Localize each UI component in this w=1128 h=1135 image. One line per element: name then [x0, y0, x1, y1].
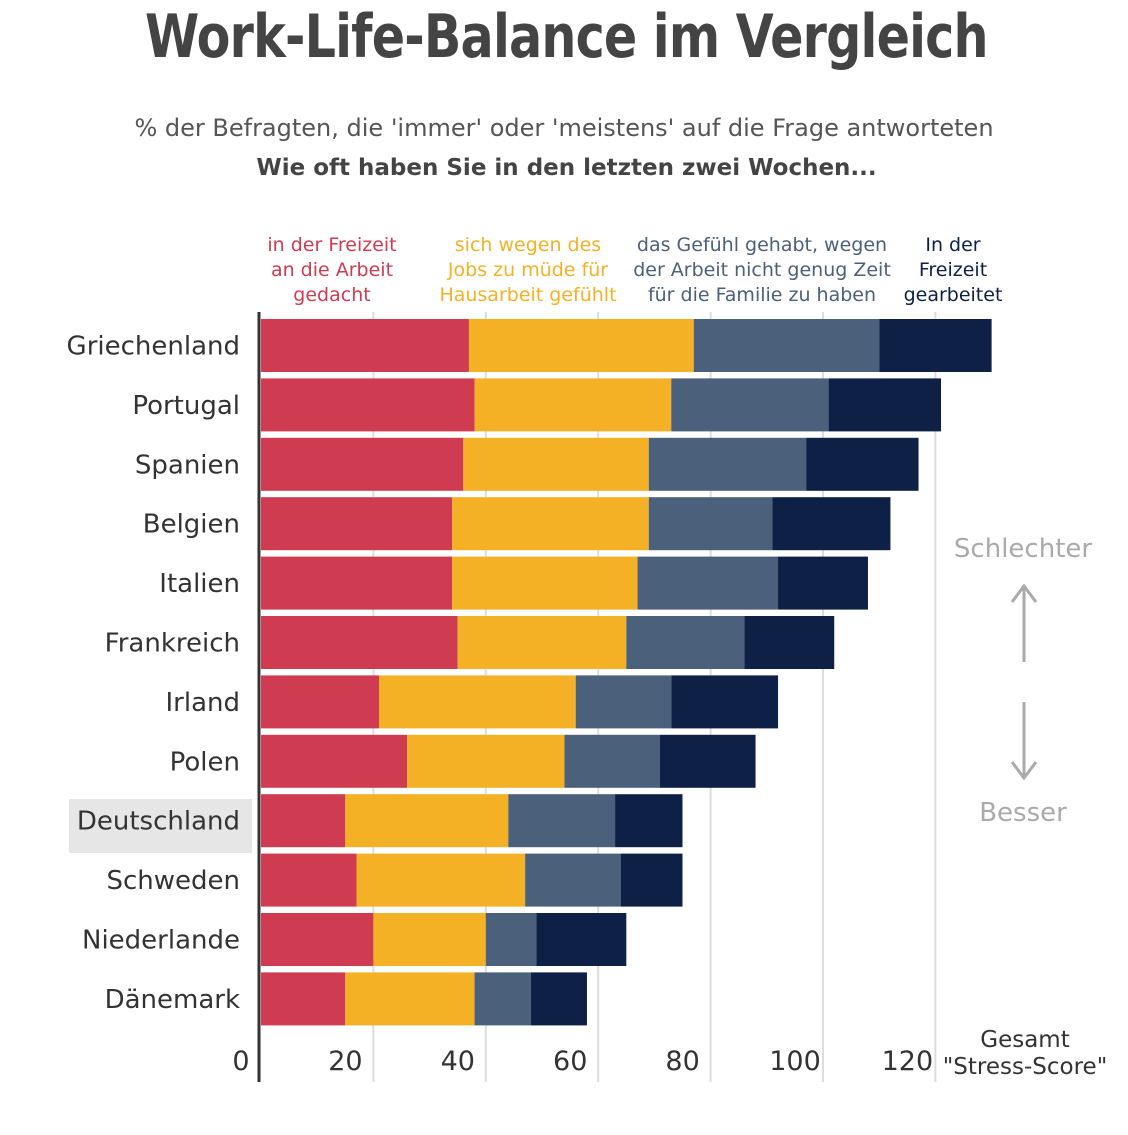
- bar-segment: [261, 319, 469, 372]
- bar-segment: [536, 913, 627, 966]
- legend-item-thought-about-work: in der Freizeit an die Arbeit gedacht: [247, 233, 417, 308]
- category-label: Niederlande: [82, 926, 240, 956]
- bar-segment: [626, 616, 745, 669]
- bar-segment: [261, 556, 453, 610]
- bar-segment: [778, 556, 868, 610]
- bar-segment: [261, 497, 453, 551]
- worse-label: Schlechter: [953, 534, 1093, 564]
- legend-line: Jobs zu müde für: [447, 259, 609, 281]
- bar-segment: [345, 972, 475, 1026]
- bar-segment: [457, 616, 627, 669]
- bar-segment: [648, 497, 773, 551]
- bar-segment: [474, 378, 672, 432]
- x-tick-label: 120: [882, 1046, 934, 1077]
- highlight-box: [69, 799, 252, 853]
- category-label: Spanien: [135, 450, 240, 480]
- bar-segment: [828, 378, 942, 432]
- bar-segment: [744, 616, 835, 669]
- bars: [261, 319, 992, 1026]
- x-axis-ticks: 0 20 40 60 80 100 120: [232, 1046, 933, 1077]
- chart-subtitle: % der Befragten, die 'immer' oder 'meist…: [134, 114, 994, 142]
- legend-line: gedacht: [293, 284, 371, 306]
- category-label: Portugal: [132, 391, 240, 421]
- bar-segment: [485, 913, 537, 966]
- bar-segment: [508, 794, 616, 848]
- arrow-icons: [1010, 583, 1038, 781]
- legend-line: Hausarbeit gefühlt: [439, 284, 617, 306]
- legend-line: sich wegen des: [454, 234, 602, 256]
- legend-item-worked-in-free-time: In der Freizeit gearbeitet: [898, 233, 1008, 308]
- bar-segment: [261, 437, 464, 491]
- x-tick-label: 0: [232, 1046, 249, 1077]
- category-label: Deutschland: [77, 807, 240, 837]
- category-label: Irland: [166, 688, 241, 718]
- bar-segment: [407, 734, 565, 788]
- bar-segment: [452, 497, 649, 551]
- legend-line: gearbeitet: [903, 284, 1003, 306]
- bar-segment: [463, 437, 649, 491]
- bar-segment: [261, 913, 374, 966]
- bar-segment: [261, 378, 475, 432]
- bar-segment: [806, 437, 919, 491]
- total-label-line: Gesamt: [980, 1027, 1070, 1053]
- bar-segment: [261, 794, 346, 848]
- category-label: Schweden: [106, 866, 240, 896]
- bar-segment: [620, 853, 683, 907]
- x-tick-label: 80: [665, 1046, 699, 1077]
- bar-segment: [660, 734, 756, 788]
- category-label: Frankreich: [105, 629, 240, 659]
- x-tick-label: 40: [441, 1046, 475, 1077]
- total-label-line: "Stress-Score": [942, 1054, 1108, 1080]
- legend-item-too-tired: sich wegen des Jobs zu müde für Hausarbe…: [428, 233, 628, 308]
- category-label: Polen: [170, 747, 240, 777]
- bar-segment: [261, 675, 380, 729]
- category-label: Griechenland: [67, 332, 240, 362]
- bar-segment: [261, 616, 458, 669]
- category-label: Italien: [159, 569, 240, 599]
- bar-segment: [530, 972, 587, 1026]
- category-label: Belgien: [143, 510, 240, 540]
- bar-segment: [615, 794, 683, 848]
- bar-segment: [474, 972, 531, 1026]
- bar-segment: [525, 853, 621, 907]
- x-tick-label: 20: [328, 1046, 362, 1077]
- bar-segment: [356, 853, 526, 907]
- better-label: Besser: [979, 798, 1067, 828]
- legend-line: an die Arbeit: [270, 259, 394, 281]
- legend-line: das Gefühl gehabt, wegen: [636, 234, 888, 256]
- legend-line: für die Familie zu haben: [647, 284, 877, 306]
- bar-segment: [575, 675, 672, 729]
- bar-segment: [468, 319, 694, 372]
- question-text: Wie oft haben Sie in den letzten zwei Wo…: [256, 155, 877, 181]
- legend-line: Freizeit: [918, 259, 988, 281]
- bar-segment: [671, 378, 829, 432]
- arrow-up-icon: [1010, 583, 1038, 662]
- bar-segment: [693, 319, 880, 372]
- chart-title: Work-Life-Balance im Vergleich: [144, 2, 989, 72]
- bar-segment: [379, 675, 576, 729]
- x-tick-label: 100: [769, 1046, 821, 1077]
- total-stress-score-label: Gesamt "Stress-Score": [930, 1027, 1120, 1081]
- bar-segment: [452, 556, 638, 610]
- bar-segment: [772, 497, 891, 551]
- x-tick-label: 60: [553, 1046, 587, 1077]
- bar-segment: [261, 734, 408, 788]
- bar-segment: [345, 794, 509, 848]
- legend-line: In der: [925, 234, 981, 256]
- bar-segment: [648, 437, 807, 491]
- bar-segment: [261, 853, 357, 907]
- legend-line: in der Freizeit: [267, 234, 397, 256]
- legend-item-not-enough-family-time: das Gefühl gehabt, wegen der Arbeit nich…: [622, 233, 902, 308]
- bar-segment: [261, 972, 346, 1026]
- legend-line: der Arbeit nicht genug Zeit: [633, 259, 891, 281]
- bar-segment: [879, 319, 992, 372]
- bar-segment: [671, 675, 779, 729]
- category-label: Dänemark: [105, 985, 240, 1015]
- bar-segment: [373, 913, 486, 966]
- bar-segment: [637, 556, 779, 610]
- bar-segment: [564, 734, 661, 788]
- arrow-down-icon: [1010, 702, 1038, 781]
- category-labels: Griechenland Portugal Spanien Belgien Italie…: [67, 332, 240, 1015]
